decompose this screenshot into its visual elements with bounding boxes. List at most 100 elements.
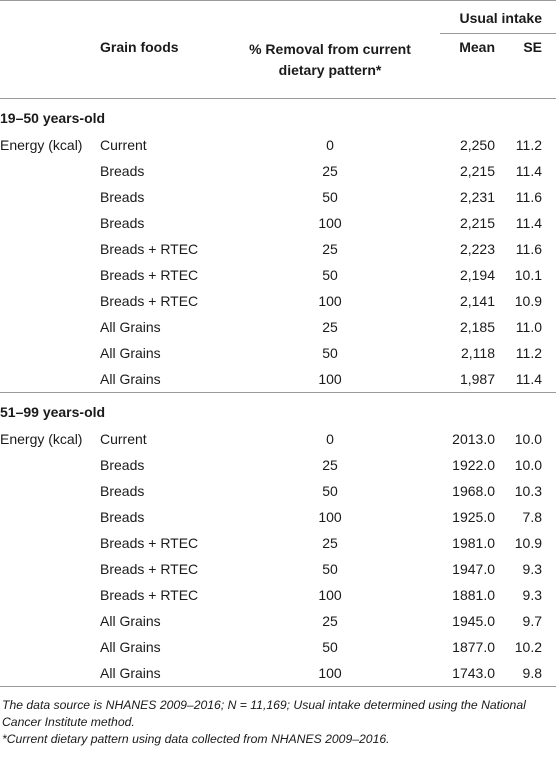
mean-cell: 2013.0 xyxy=(452,431,495,447)
table-row: Breads 25 2,215 11.4 xyxy=(0,158,556,184)
mean-cell: 2,215 xyxy=(459,163,495,179)
table-footnotes: The data source is NHANES 2009–2016; N =… xyxy=(0,697,556,748)
table-row: All Grains 100 1,987 11.4 xyxy=(0,366,556,393)
grain-food-cell: Breads xyxy=(100,457,145,473)
group-title: 19–50 years-old xyxy=(0,109,106,126)
removal-percent-cell: 100 xyxy=(318,293,342,309)
nutrient-cell xyxy=(0,236,100,262)
se-cell: 9.7 xyxy=(522,613,543,629)
nutrient-cell: Energy (kcal) xyxy=(0,137,83,153)
removal-percent-cell: 25 xyxy=(322,613,338,629)
energy-intake-table: Usual intake Grain foods % Removal from … xyxy=(0,0,556,687)
grain-food-cell: All Grains xyxy=(100,371,161,387)
removal-percent-cell: 25 xyxy=(322,163,338,179)
grain-food-cell: All Grains xyxy=(100,639,161,655)
se-cell: 11.2 xyxy=(515,137,543,153)
removal-percent-cell: 50 xyxy=(322,267,338,283)
nutrient-cell xyxy=(0,504,100,530)
nutrient-cell: Energy (kcal) xyxy=(0,431,83,447)
grain-food-cell: Breads + RTEC xyxy=(100,267,199,283)
grain-food-cell: Breads + RTEC xyxy=(100,587,199,603)
se-cell: 9.3 xyxy=(522,587,543,603)
removal-percent-cell: 25 xyxy=(322,241,338,257)
mean-cell: 1881.0 xyxy=(452,587,495,603)
footnote-asterisk: *Current dietary pattern using data coll… xyxy=(2,732,390,746)
se-cell: 9.3 xyxy=(522,561,543,577)
se-cell: 10.2 xyxy=(514,639,543,655)
removal-percent-cell: 50 xyxy=(322,483,338,499)
removal-percent-cell: 100 xyxy=(318,371,342,387)
se-cell: 11.4 xyxy=(515,163,543,179)
se-cell: 9.8 xyxy=(503,660,556,687)
removal-percent-cell: 100 xyxy=(318,509,342,525)
grain-food-cell: Breads xyxy=(100,509,145,525)
table-row: Breads 100 2,215 11.4 xyxy=(0,210,556,236)
removal-percent-cell: 25 xyxy=(322,535,338,551)
nutrient-cell xyxy=(0,262,100,288)
grain-food-cell: All Grains xyxy=(100,319,161,335)
table-row: All Grains 25 2,185 11.0 xyxy=(0,314,556,340)
se-cell: 10.9 xyxy=(514,535,543,551)
table-row: Breads 50 2,231 11.6 xyxy=(0,184,556,210)
nutrient-cell xyxy=(0,530,100,556)
mean-header: Mean xyxy=(459,38,495,55)
mean-cell: 2,185 xyxy=(459,319,495,335)
table-row: Breads + RTEC 100 1881.0 9.3 xyxy=(0,582,556,608)
table-row: Energy (kcal) Current 0 2,250 11.2 xyxy=(0,132,556,158)
mean-cell: 2,250 xyxy=(459,137,495,153)
mean-cell: 1877.0 xyxy=(452,639,495,655)
table-body: 19–50 years-old Energy (kcal) Current 0 2,25… xyxy=(0,99,556,687)
nutrient-cell xyxy=(0,478,100,504)
removal-header-line2: dietary pattern* xyxy=(278,61,382,78)
se-cell: 10.0 xyxy=(514,457,543,473)
removal-percent-cell: 100 xyxy=(318,587,342,603)
removal-percent-cell: 25 xyxy=(322,457,338,473)
mean-cell: 1,987 xyxy=(459,371,495,387)
grain-food-cell: Breads + RTEC xyxy=(100,241,199,257)
group-header-row: 51–99 years-old xyxy=(0,392,556,426)
se-cell: 10.0 xyxy=(514,431,543,447)
removal-percent-cell: 50 xyxy=(322,639,338,655)
nutrient-cell xyxy=(0,660,100,687)
mean-cell: 2,231 xyxy=(459,189,495,205)
mean-cell: 2,215 xyxy=(459,215,495,231)
grain-food-cell: Breads + RTEC xyxy=(100,535,199,551)
removal-percent-cell: 25 xyxy=(322,319,338,335)
nutrient-cell xyxy=(0,288,100,314)
removal-percent-cell: 0 xyxy=(326,137,334,153)
grain-food-cell: Breads xyxy=(100,483,145,499)
table-row: All Grains 100 1743.0 9.8 xyxy=(0,660,556,687)
mean-cell: 1981.0 xyxy=(452,535,495,551)
mean-cell: 1743.0 xyxy=(430,660,503,687)
group-title: 51–99 years-old xyxy=(0,392,556,426)
mean-cell: 1968.0 xyxy=(452,483,495,499)
se-cell: 11.4 xyxy=(515,371,543,387)
se-cell: 11.2 xyxy=(515,345,543,361)
table-row: Breads + RTEC 100 2,141 10.9 xyxy=(0,288,556,314)
table-row: Energy (kcal) Current 0 2013.0 10.0 xyxy=(0,426,556,452)
se-cell: 11.6 xyxy=(515,189,543,205)
grain-food-cell: Current xyxy=(100,137,147,153)
nutrient-cell xyxy=(0,184,100,210)
grain-food-cell: All Grains xyxy=(100,660,230,687)
grain-foods-header: Grain foods xyxy=(100,38,179,55)
se-cell: 10.9 xyxy=(514,293,543,309)
mean-cell: 2,223 xyxy=(459,241,495,257)
footnote-source: The data source is NHANES 2009–2016; N =… xyxy=(2,698,526,729)
se-cell: 10.3 xyxy=(514,483,543,499)
nutrient-cell xyxy=(0,158,100,184)
grain-food-cell: Breads xyxy=(100,163,145,179)
nutrient-cell xyxy=(0,340,100,366)
mean-cell: 1945.0 xyxy=(452,613,495,629)
grain-food-cell: All Grains xyxy=(100,613,161,629)
table-row: Breads + RTEC 25 1981.0 10.9 xyxy=(0,530,556,556)
nutrient-cell xyxy=(0,210,100,236)
removal-percent-cell: 50 xyxy=(322,561,338,577)
table-row: All Grains 50 2,118 11.2 xyxy=(0,340,556,366)
grain-food-cell: Breads xyxy=(100,189,145,205)
grain-food-cell: Breads + RTEC xyxy=(100,561,199,577)
nutrient-cell xyxy=(0,608,100,634)
se-cell: 11.0 xyxy=(515,319,543,335)
removal-percent-cell: 100 xyxy=(318,215,342,231)
